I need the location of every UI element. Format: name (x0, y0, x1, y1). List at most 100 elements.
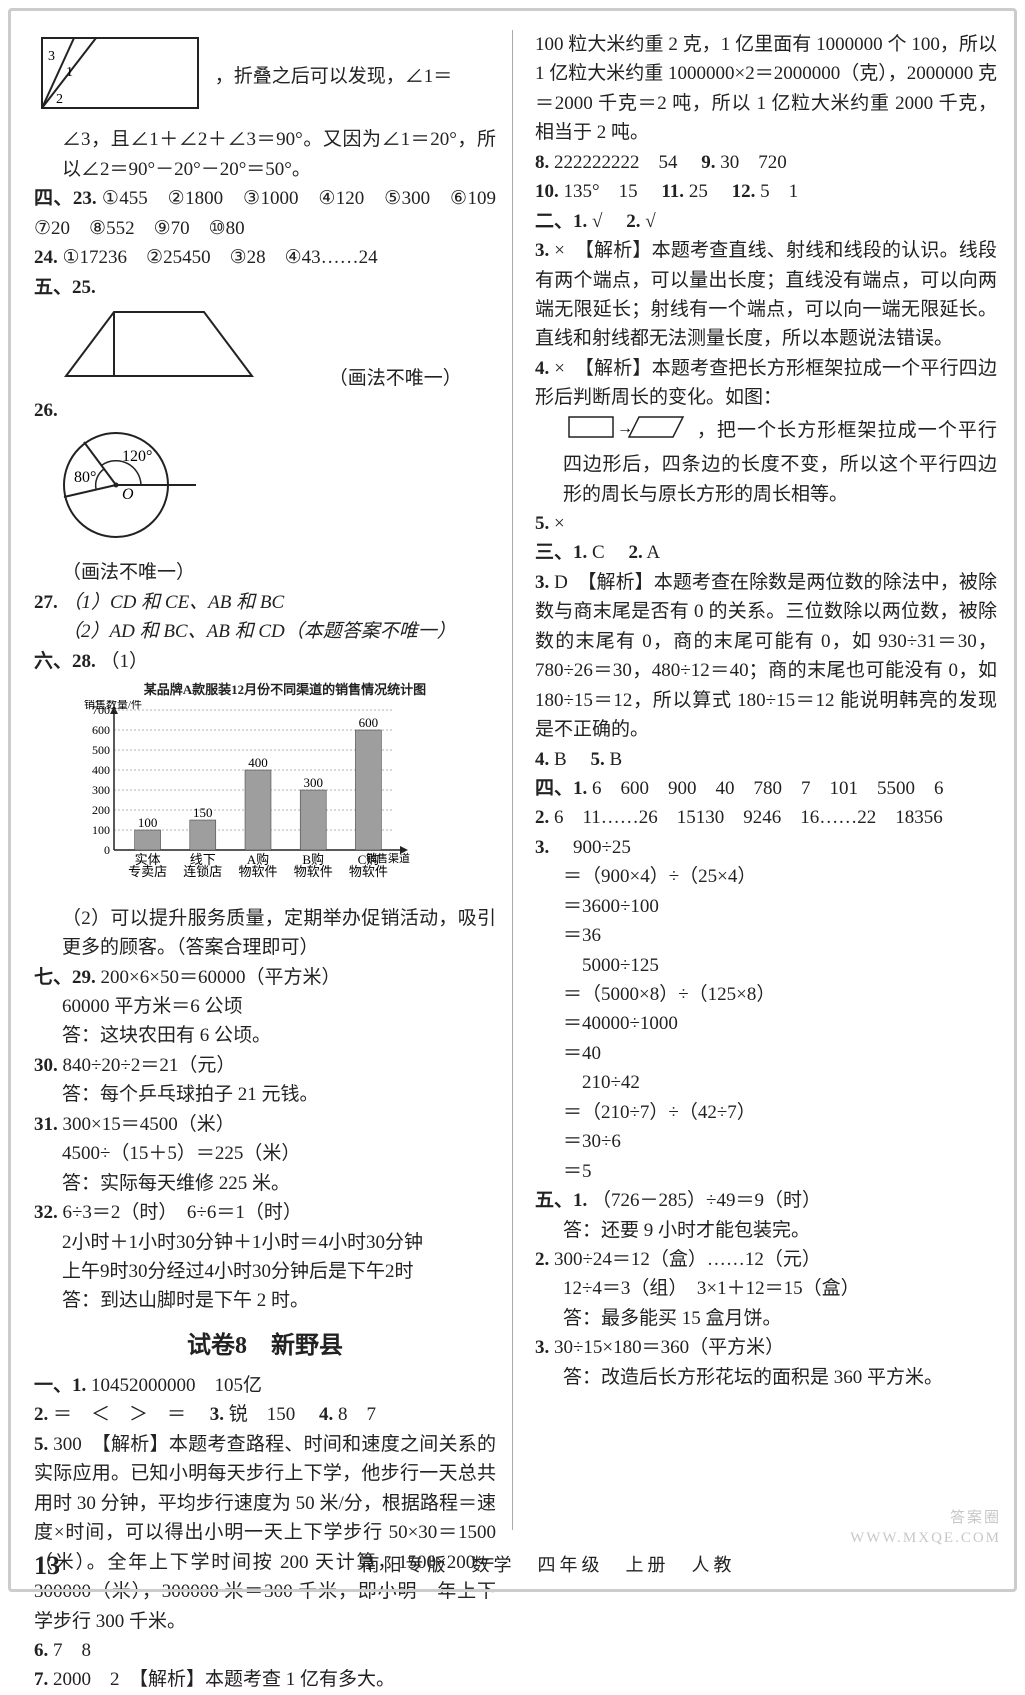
p8-q7-label: 7. (34, 1669, 48, 1690)
watermark-l1: 答案圈 (850, 1509, 1001, 1529)
r-sec2-label: 二、1. (535, 211, 587, 232)
svg-text:400: 400 (248, 755, 268, 770)
calc-10: ＝30÷6 (535, 1127, 997, 1156)
r-q3-label: 3. (535, 240, 549, 261)
watermark: 答案圈 WWW.MXQE.COM (850, 1509, 1001, 1548)
svg-text:200: 200 (92, 803, 110, 817)
svg-text:2: 2 (56, 92, 63, 107)
r-sec4-v2: 6 11……26 15130 9246 16……22 18356 (554, 807, 943, 828)
sec4-q24: 24. ①17236 ②25450 ③28 ④43……24 (34, 243, 496, 272)
r-sec4-l3: 3. (535, 837, 549, 858)
sec4-q23-values: ①455 ②1800 ③1000 ④120 ⑤300 ⑥109 ⑦20 ⑧552… (34, 188, 515, 238)
r-sec5-q3a: 30÷15×180＝360（平方米） (554, 1337, 784, 1358)
r-sec4-q1: 四、1. 6 600 900 40 780 7 101 5500 6 (535, 774, 997, 803)
r-q5: 5. × (535, 509, 997, 538)
r-sec3-l2: 2. (628, 542, 642, 563)
r-q5-val: × (554, 513, 565, 534)
q31: 31. 300×15＝4500（米） (34, 1110, 496, 1139)
calc-1: ＝（900×4）÷（25×4） (535, 862, 997, 891)
sec4-label: 四、23. (34, 188, 97, 209)
q27-line2: （2）AD 和 BC、AB 和 CD（本题答案不唯一） (34, 617, 496, 646)
calc-9: ＝（210÷7）÷（42÷7） (535, 1098, 997, 1127)
r-sec4-v1: 6 600 900 40 780 7 101 5500 6 (592, 778, 944, 799)
r-q5-label: 5. (535, 513, 549, 534)
r-sec5-l3: 3. (535, 1337, 549, 1358)
r-sec4-q2: 2. 6 11……26 15130 9246 16……22 18356 (535, 803, 997, 832)
r-sec3-q5-label: 5. (590, 749, 604, 770)
r-q12-label: 12. (732, 181, 756, 202)
sec5-label: 五、25. (34, 277, 96, 298)
r-sec3-q5-val: B (609, 749, 622, 770)
svg-text:300: 300 (303, 775, 323, 790)
calc-6: ＝40000÷1000 (535, 1009, 997, 1038)
r-sec4-label: 四、1. (535, 778, 587, 799)
paper8-title: 试卷8 新野县 (34, 1328, 496, 1365)
r-sec5-label: 五、1. (535, 1190, 587, 1211)
r-sec4-q3-label-line: 3. 900÷25 (535, 833, 997, 862)
svg-text:连锁店: 连锁店 (183, 864, 222, 879)
circle-note: （画法不唯一） (34, 558, 496, 587)
r-sec3-q4-5: 4. B 5. B (535, 745, 997, 774)
sec4-q23: 四、23. ①455 ②1800 ③1000 ④120 ⑤300 ⑥109 ⑦2… (34, 184, 496, 243)
svg-text:销售数量/件: 销售数量/件 (84, 700, 142, 711)
r-q9-val: 30 720 (720, 152, 787, 173)
fold-problem: 3 1 2 ，折叠之后可以发现，∠1＝ (34, 30, 496, 125)
page-number: 13 (34, 1546, 60, 1586)
r-q9-label: 9. (701, 152, 715, 173)
r-sec3-q3-val: D 【解析】本题考查在除数是两位数的除法中，被除数与商末尾是否有 0 的关系。三… (535, 572, 997, 740)
r-sec3-q3-label: 3. (535, 572, 549, 593)
q30a: 840÷20÷2＝21（元） (63, 1055, 236, 1076)
p8-q2-val: ＝ ＜ ＞ ＝ (53, 1404, 205, 1425)
svg-text:3: 3 (48, 49, 55, 64)
r-sec5-q1b: 答：还要 9 小时才能包装完。 (535, 1216, 997, 1245)
svg-text:400: 400 (92, 763, 110, 777)
p8-q3-label: 3. (210, 1404, 224, 1425)
p8-q7-val: 2000 2 【解析】本题考查 1 亿有多大。 (53, 1669, 395, 1690)
q29a: 200×6×50＝60000（平方米） (101, 967, 341, 988)
calc-7: ＝40 (535, 1039, 997, 1068)
p8-q1: 一、1. 10452000000 105亿 (34, 1371, 496, 1400)
p8-q4-label: 4. (319, 1404, 333, 1425)
footer-text: 南阳专版 数学 四年级 上册 人教 (100, 1552, 997, 1580)
footer: 13 南阳专版 数学 四年级 上册 人教 (34, 1546, 997, 1586)
q27: 27. （1）CD 和 CE、AB 和 BC (34, 588, 496, 617)
r-q3-val: × 【解析】本题考查直线、射线和线段的认识。线段有两个端点，可以量出长度；直线没… (535, 240, 997, 349)
q30: 30. 840÷20÷2＝21（元） (34, 1051, 496, 1080)
r-sec5-q2c: 答：最多能买 15 盒月饼。 (535, 1304, 997, 1333)
p8-q6-val: 7 8 (53, 1640, 91, 1661)
r-q4-fig-line: → ，把一个长方形框架拉成一个平行四边形后，四条边的长度不变，所以这个平行四边形… (535, 413, 997, 509)
r-sec3: 三、1. C 2. A (535, 538, 997, 567)
p8-q1-label: 一、1. (34, 1375, 86, 1396)
p8-q6: 6. 7 8 (34, 1636, 496, 1665)
r-sec5-q1a: （726－285）÷49＝9（时） (592, 1190, 821, 1211)
sec7-label: 七、29. (34, 967, 96, 988)
svg-text:120°: 120° (122, 448, 152, 465)
r-sec2: 二、1. √ 2. √ (535, 207, 997, 236)
calc-2: ＝3600÷100 (535, 892, 997, 921)
r-q4: 4. × 【解析】本题考查把长方形框架拉成一个平行四边形后判断周长的变化。如图： (535, 354, 997, 413)
p8-q2-label: 2. (34, 1404, 48, 1425)
r-sec4-l2: 2. (535, 807, 549, 828)
right-column: 100 粒大米约重 2 克，1 亿里面有 1000000 个 100，所以 1 … (531, 30, 997, 1530)
sec7-q29: 七、29. 200×6×50＝60000（平方米） (34, 963, 496, 992)
two-column-layout: 3 1 2 ，折叠之后可以发现，∠1＝ ∠3，且∠1＋∠2＋∠3＝90°。又因为… (34, 30, 997, 1530)
rect-to-para-icon: → (567, 413, 687, 450)
r-sec3-q4-label: 4. (535, 749, 549, 770)
q29c: 答：这块农田有 6 公顷。 (34, 1021, 496, 1050)
p8-q5: 5. 300 【解析】本题考查路程、时间和速度之间关系的实际应用。已知小明每天步… (34, 1430, 496, 1636)
svg-text:100: 100 (138, 815, 158, 830)
cont-q7: 100 粒大米约重 2 克，1 亿里面有 1000000 个 100，所以 1 … (535, 30, 997, 148)
trapezoid-figure: （画法不唯一） (64, 304, 496, 393)
left-column: 3 1 2 ，折叠之后可以发现，∠1＝ ∠3，且∠1＋∠2＋∠3＝90°。又因为… (34, 30, 513, 1530)
q32-label: 32. (34, 1202, 58, 1223)
q29b: 60000 平方米＝6 公顷 (34, 992, 496, 1021)
fold-text-2: ∠3，且∠1＋∠2＋∠3＝90°。又因为∠1＝20°，所以∠2＝90°－20°－… (34, 125, 496, 184)
r-q8-9: 8. 222222222 54 9. 30 720 (535, 148, 997, 177)
bar-chart: 某品牌A款服装12月份不同渠道的销售情况统计图 0100200300400500… (74, 680, 496, 900)
r-sec3-v1: C (592, 542, 624, 563)
r-sec3-label: 三、1. (535, 542, 587, 563)
svg-text:100: 100 (92, 823, 110, 837)
r-q4-head: × 【解析】本题考查把长方形框架拉成一个平行四边形后判断周长的变化。如图： (535, 358, 997, 408)
r-sec5-q3b: 答：改造后长方形花坛的面积是 360 平方米。 (535, 1363, 997, 1392)
r-sec2-v2: √ (645, 211, 655, 232)
